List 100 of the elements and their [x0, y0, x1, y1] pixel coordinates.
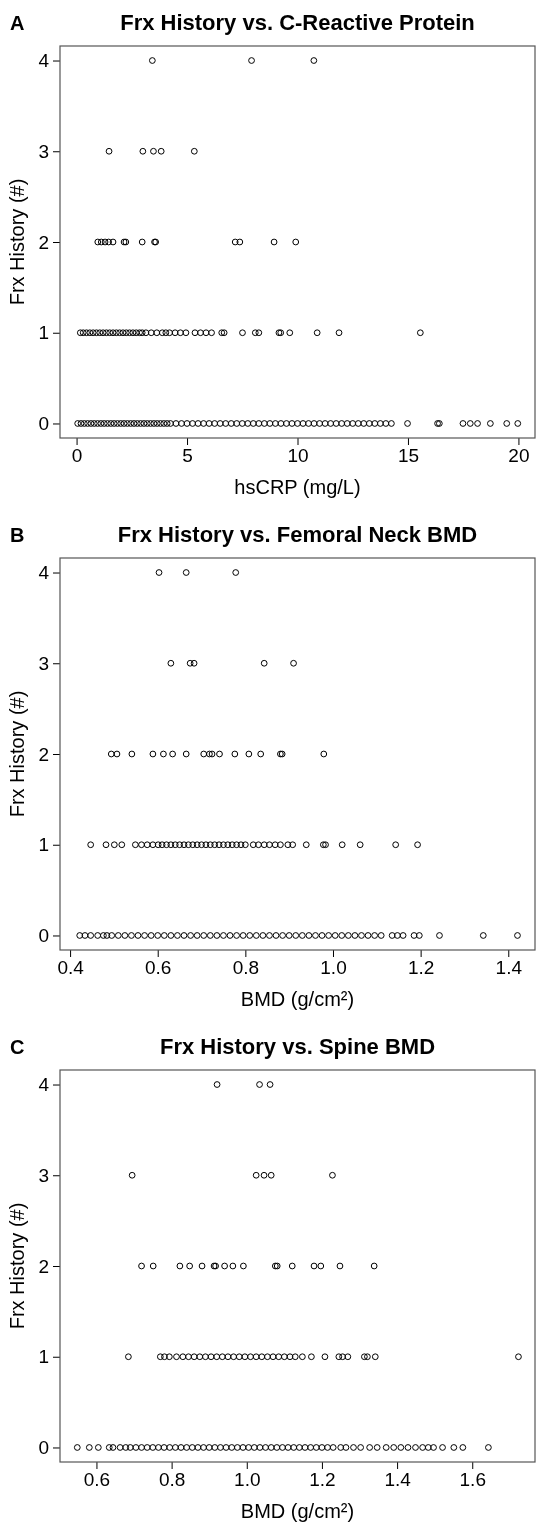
point [260, 1171, 268, 1179]
point [338, 841, 346, 849]
point [269, 1353, 277, 1361]
point [110, 841, 118, 849]
y-tick-label: 1 [38, 1346, 49, 1368]
point [266, 1081, 274, 1088]
point [305, 932, 313, 939]
point [246, 932, 254, 939]
point [196, 1353, 204, 1361]
point [158, 329, 166, 337]
point [128, 932, 135, 939]
point [410, 932, 418, 939]
x-tick-label: 1.4 [495, 957, 523, 979]
x-tick-label: 10 [287, 445, 309, 467]
point [277, 841, 284, 849]
point [83, 329, 90, 337]
point [322, 841, 329, 849]
point [260, 659, 268, 667]
point [173, 1353, 180, 1361]
x-axis-title: BMD (g/cm²) [240, 1500, 355, 1522]
text: A [10, 12, 25, 34]
point [81, 932, 89, 939]
x-tick-label: 1.0 [234, 1469, 261, 1491]
point [114, 932, 122, 939]
point [272, 932, 280, 939]
point [87, 932, 95, 939]
point [169, 750, 176, 758]
chart-title: Frx History vs. Spine BMD [159, 1034, 436, 1059]
point [344, 1353, 352, 1361]
point [514, 932, 521, 939]
point [160, 932, 168, 939]
point [116, 329, 124, 337]
point [206, 932, 214, 939]
y-tick-label: 2 [38, 1255, 49, 1277]
point [325, 932, 332, 939]
point [158, 841, 166, 849]
point [284, 841, 292, 849]
point [186, 659, 194, 667]
x-tick-label: 20 [508, 445, 530, 467]
point [221, 1262, 228, 1270]
y-tick-label: 2 [38, 743, 49, 765]
point [271, 841, 279, 849]
point [187, 932, 194, 939]
point [193, 841, 201, 849]
point [103, 932, 111, 939]
point [163, 841, 170, 849]
point [233, 932, 240, 939]
point [415, 932, 423, 939]
point [121, 932, 129, 939]
point [150, 147, 157, 155]
point [336, 1262, 344, 1270]
point [371, 932, 378, 939]
point [255, 329, 263, 337]
point [224, 1353, 232, 1361]
y-tick-label: 3 [38, 140, 49, 162]
point [260, 841, 268, 849]
point [399, 932, 407, 939]
point [249, 841, 257, 849]
point [122, 329, 130, 337]
point [338, 932, 346, 939]
point [207, 1353, 215, 1361]
y-tick-label: 1 [38, 834, 49, 856]
point [167, 841, 175, 849]
point [231, 750, 239, 758]
point [515, 1353, 522, 1361]
point [232, 569, 240, 576]
point [180, 841, 188, 849]
point [230, 1353, 237, 1361]
point [252, 1353, 260, 1361]
point [257, 750, 265, 758]
point [331, 932, 339, 939]
point [248, 57, 255, 64]
point [321, 1353, 329, 1361]
point [190, 1353, 198, 1361]
point [236, 238, 244, 246]
point [157, 147, 165, 155]
point [231, 238, 239, 246]
point [109, 238, 117, 246]
point [302, 841, 310, 849]
y-tick-label: 3 [38, 1164, 49, 1186]
y-tick-label: 4 [38, 562, 50, 584]
point [392, 841, 400, 849]
point [208, 750, 216, 758]
point [101, 238, 109, 246]
y-tick-label: 4 [38, 50, 50, 72]
point [286, 1353, 294, 1361]
point [138, 329, 146, 337]
point [312, 932, 319, 939]
point [308, 1353, 315, 1361]
point [139, 147, 147, 155]
point [138, 1262, 145, 1270]
point [256, 1081, 263, 1088]
point [266, 841, 273, 849]
point [319, 841, 327, 849]
point [289, 841, 297, 849]
point [239, 329, 246, 337]
point [128, 750, 136, 758]
point [228, 841, 236, 849]
x-tick-label: 0 [71, 445, 83, 467]
chart-title: Frx History vs. Femoral Neck BMD [117, 522, 478, 547]
